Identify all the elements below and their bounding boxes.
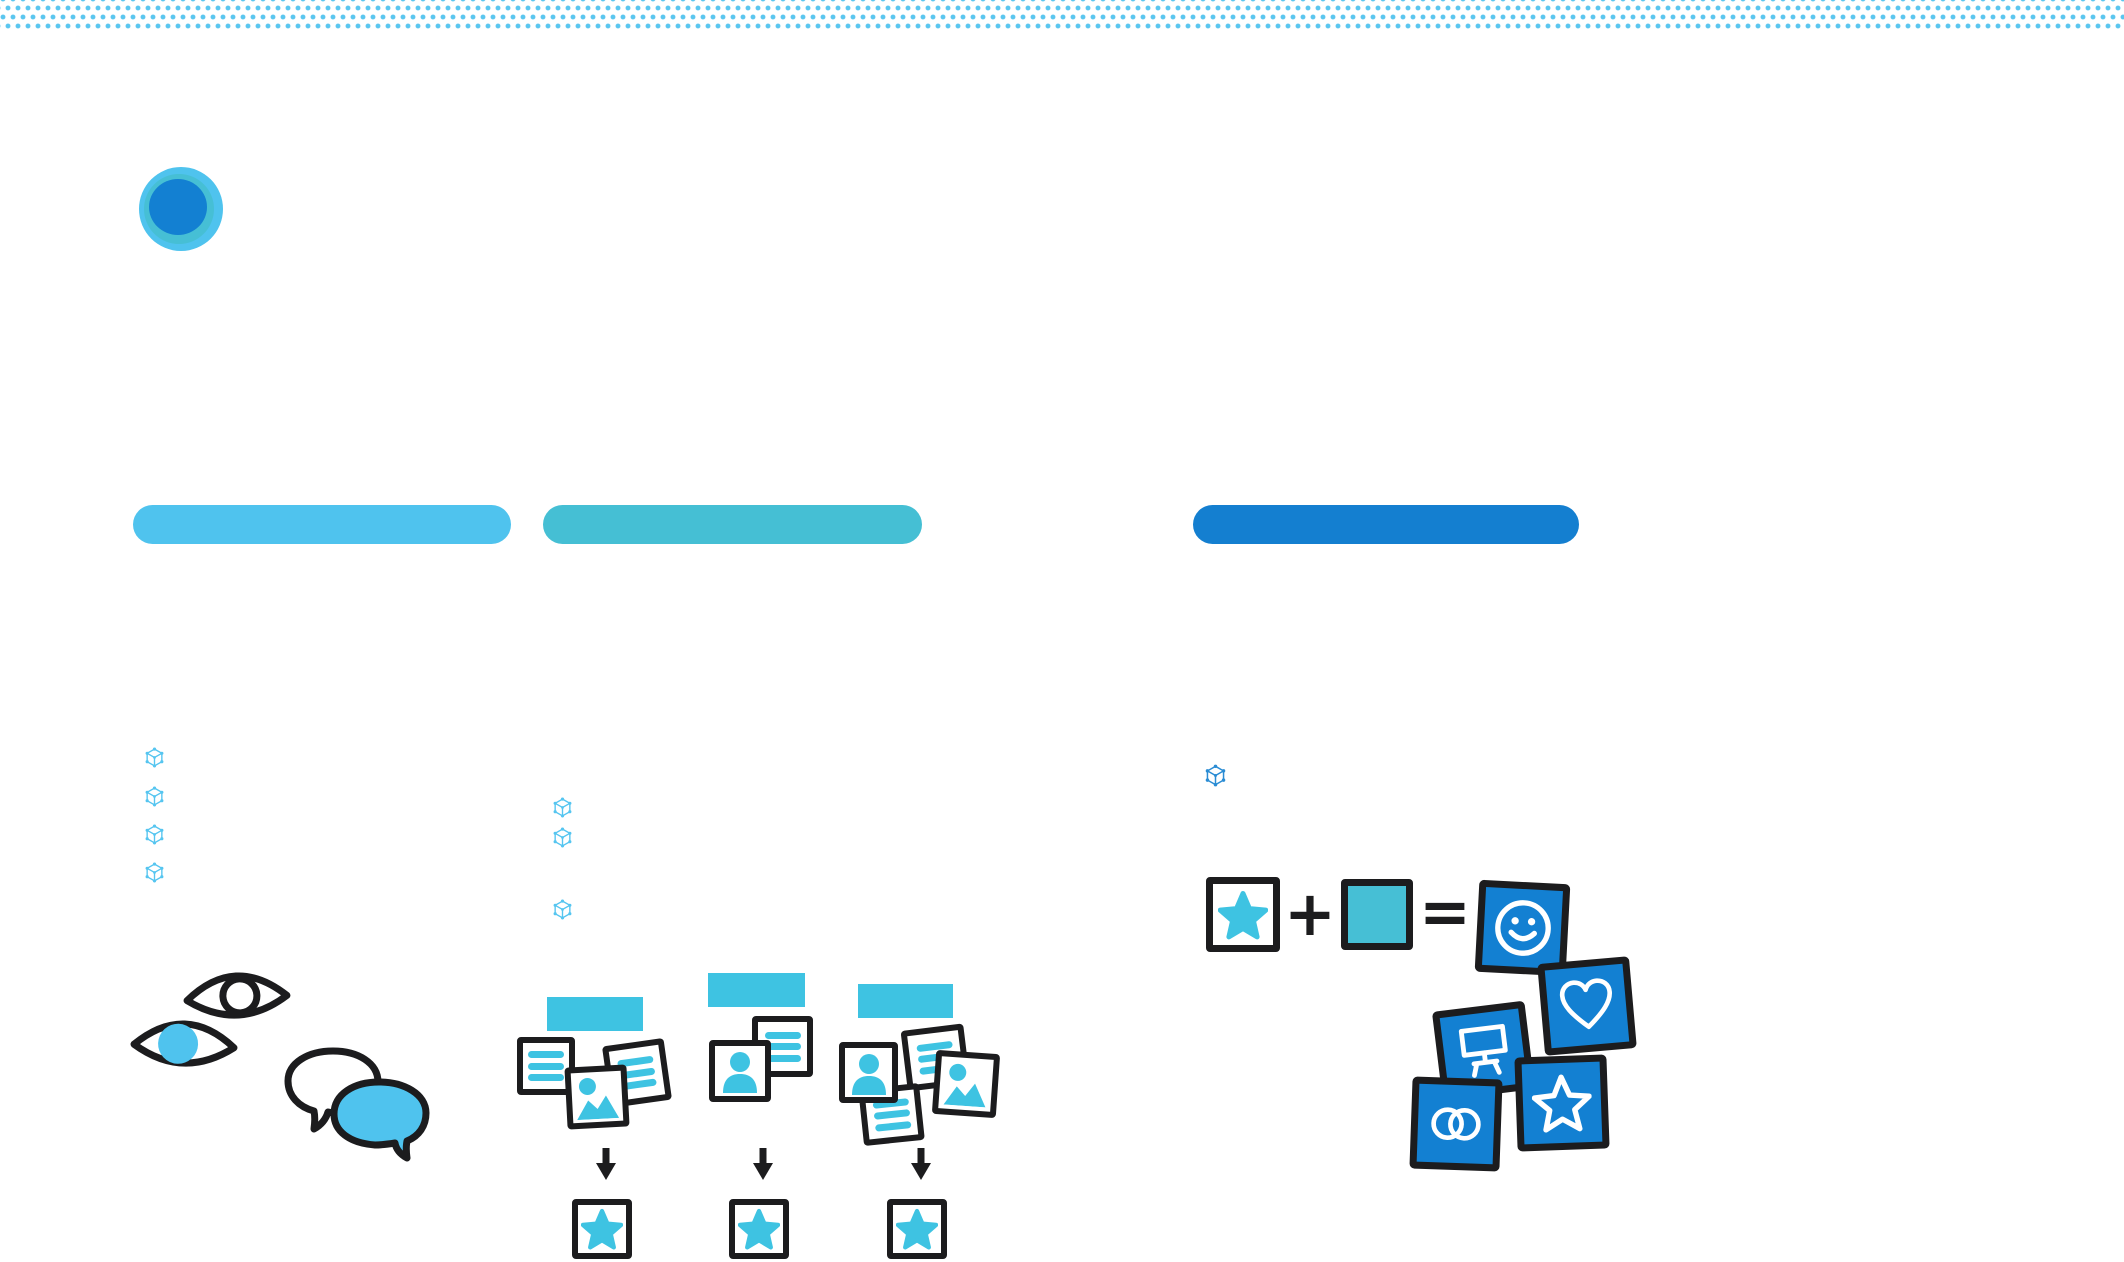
eye-open-icon [183, 972, 291, 1019]
star-tile [1206, 877, 1280, 952]
heart-tile [1537, 956, 1637, 1056]
equals-operator: = [1419, 875, 1471, 948]
group-label-swatch [708, 973, 805, 1007]
cube-icon [144, 862, 165, 883]
heart-icon [1556, 975, 1619, 1038]
group-label-swatch [547, 997, 643, 1031]
star-outline-icon [1531, 1072, 1593, 1134]
presentation-board-icon [1451, 1020, 1515, 1081]
down-arrow-icon [593, 1146, 619, 1182]
star-tile [729, 1199, 789, 1259]
down-arrow-icon [750, 1146, 776, 1182]
photo-card [564, 1064, 630, 1130]
cube-icon [144, 747, 165, 768]
star-tile [572, 1199, 632, 1259]
star-icon [581, 1208, 623, 1250]
person-card [709, 1040, 771, 1102]
eyes-and-bubbles-illustration [130, 972, 430, 1162]
interlocking-rings-icon [1427, 1103, 1484, 1145]
cube-icon [144, 786, 165, 807]
group-label-swatch [858, 984, 953, 1018]
highlight-bar-1 [133, 505, 511, 544]
bullet-marker-core [149, 179, 207, 235]
person-card [839, 1042, 898, 1103]
smiley-icon [1490, 895, 1555, 960]
cube-icon [552, 797, 573, 818]
down-arrow-icon [908, 1146, 934, 1182]
highlight-bar-3 [1193, 505, 1579, 544]
sort-group-3 [839, 984, 1003, 1260]
plus-operator: + [1284, 877, 1336, 950]
cube-icon [552, 899, 573, 920]
eye-filled-icon [130, 1020, 238, 1067]
star-icon [896, 1208, 938, 1250]
dot-pattern-band [0, 0, 2124, 30]
photo-card [931, 1049, 1001, 1119]
cube-icon [1204, 764, 1227, 787]
sort-group-2 [708, 973, 861, 1260]
rings-tile [1409, 1076, 1503, 1172]
speech-bubble-blue [330, 1078, 430, 1162]
sort-group-1 [517, 997, 673, 1260]
star-tile [887, 1199, 947, 1259]
cube-icon [144, 824, 165, 845]
equation-illustration: + = [1206, 877, 1576, 977]
star-icon [1218, 890, 1268, 940]
star-outline-tile [1514, 1054, 1610, 1152]
cube-icon [552, 827, 573, 848]
teal-tile [1341, 879, 1413, 950]
highlight-bar-2 [543, 505, 922, 544]
star-icon [738, 1208, 780, 1250]
bullet-marker [139, 167, 223, 251]
